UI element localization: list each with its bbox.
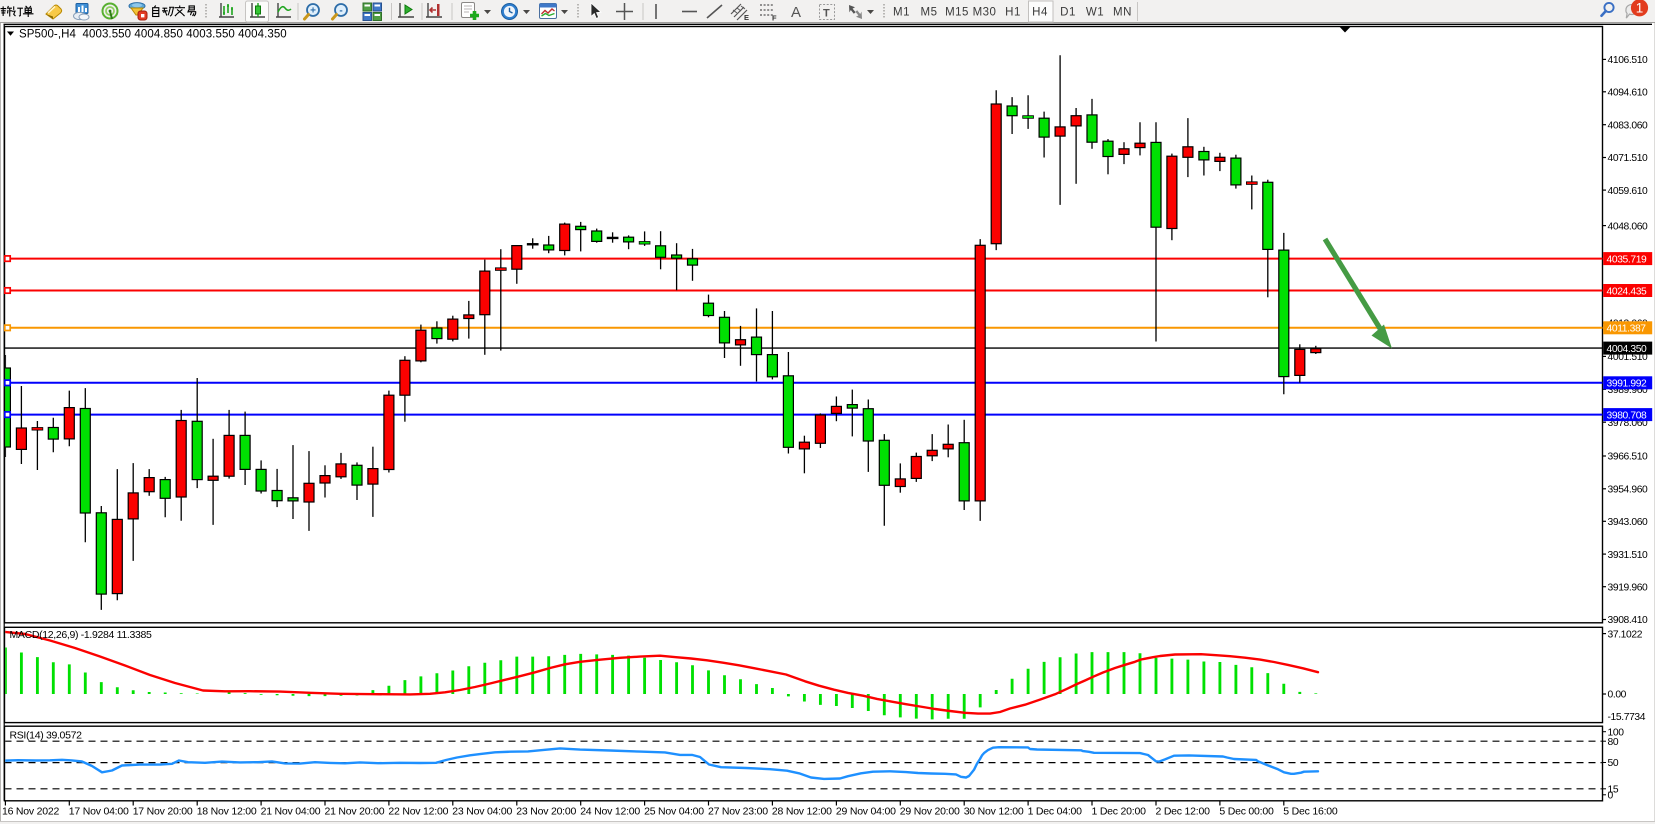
svg-text:5 Dec 00:00: 5 Dec 00:00 xyxy=(1219,805,1274,817)
svg-text:17 Nov 04:00: 17 Nov 04:00 xyxy=(69,805,129,817)
svg-text:4024.435: 4024.435 xyxy=(1607,286,1648,297)
svg-text:3978.060: 3978.060 xyxy=(1608,418,1649,429)
svg-text:28 Nov 12:00: 28 Nov 12:00 xyxy=(772,805,832,817)
svg-text:M5: M5 xyxy=(921,7,938,19)
svg-text:15: 15 xyxy=(1608,785,1619,796)
svg-text:27 Nov 23:00: 27 Nov 23:00 xyxy=(708,805,768,817)
svg-text:M30: M30 xyxy=(973,7,997,19)
svg-text:0.00: 0.00 xyxy=(1608,690,1627,701)
svg-text:3980.708: 3980.708 xyxy=(1607,411,1648,422)
svg-text:W1: W1 xyxy=(1086,7,1104,19)
svg-text:4106.510: 4106.510 xyxy=(1608,55,1649,66)
svg-text:4004.350: 4004.350 xyxy=(1607,344,1648,355)
svg-text:4059.610: 4059.610 xyxy=(1608,186,1649,197)
svg-text:25 Nov 04:00: 25 Nov 04:00 xyxy=(644,805,704,817)
svg-text:3991.992: 3991.992 xyxy=(1607,379,1648,390)
svg-text:24 Nov 12:00: 24 Nov 12:00 xyxy=(580,805,640,817)
svg-text:18 Nov 12:00: 18 Nov 12:00 xyxy=(197,805,257,817)
svg-text:4001.510: 4001.510 xyxy=(1608,352,1649,363)
svg-text:3919.960: 3919.960 xyxy=(1608,582,1649,593)
svg-text:21 Nov 20:00: 21 Nov 20:00 xyxy=(325,805,385,817)
svg-text:1 Dec 04:00: 1 Dec 04:00 xyxy=(1028,805,1083,817)
svg-text:4048.060: 4048.060 xyxy=(1608,221,1649,232)
svg-text:RSI(14) 39.0572: RSI(14) 39.0572 xyxy=(10,730,83,742)
svg-text:-: - xyxy=(339,6,342,17)
svg-text:30 Nov 12:00: 30 Nov 12:00 xyxy=(964,805,1024,817)
svg-text:3966.510: 3966.510 xyxy=(1608,452,1649,463)
svg-text:D1: D1 xyxy=(1060,7,1076,19)
svg-text:T: T xyxy=(823,8,830,20)
svg-text:-15.7734: -15.7734 xyxy=(1608,712,1646,723)
svg-text:3954.960: 3954.960 xyxy=(1608,485,1649,496)
svg-text:4011.387: 4011.387 xyxy=(1607,324,1647,335)
svg-text:1 Dec 20:00: 1 Dec 20:00 xyxy=(1092,805,1147,817)
svg-text:MACD(12,26,9) -1.9284 11.3385: MACD(12,26,9) -1.9284 11.3385 xyxy=(10,629,152,641)
svg-text:3908.410: 3908.410 xyxy=(1608,615,1649,626)
svg-text:4083.060: 4083.060 xyxy=(1608,120,1649,131)
svg-text:16 Nov 2022: 16 Nov 2022 xyxy=(2,805,60,817)
svg-text:29 Nov 04:00: 29 Nov 04:00 xyxy=(836,805,896,817)
svg-text:22 Nov 12:00: 22 Nov 12:00 xyxy=(388,805,448,817)
svg-text:23 Nov 20:00: 23 Nov 20:00 xyxy=(516,805,576,817)
svg-text:M1: M1 xyxy=(893,7,910,19)
svg-text:0: 0 xyxy=(1608,791,1614,802)
svg-text:+: + xyxy=(310,6,316,17)
svg-text:17 Nov 20:00: 17 Nov 20:00 xyxy=(133,805,193,817)
svg-text:3931.510: 3931.510 xyxy=(1608,550,1649,561)
svg-text:3943.060: 3943.060 xyxy=(1608,517,1649,528)
svg-text:1: 1 xyxy=(1636,1,1644,16)
svg-text:SP500-,H4 4003.550 4004.850 4: SP500-,H4 4003.550 4004.850 4003.550 400… xyxy=(19,29,287,41)
svg-text:37.1022: 37.1022 xyxy=(1608,629,1643,640)
svg-text:F: F xyxy=(772,14,777,23)
svg-text:21 Nov 04:00: 21 Nov 04:00 xyxy=(261,805,321,817)
svg-text:23 Nov 04:00: 23 Nov 04:00 xyxy=(452,805,512,817)
svg-text:4094.610: 4094.610 xyxy=(1608,88,1649,99)
svg-text:5 Dec 16:00: 5 Dec 16:00 xyxy=(1283,805,1338,817)
svg-text:2 Dec 12:00: 2 Dec 12:00 xyxy=(1156,805,1211,817)
svg-text:E: E xyxy=(744,13,749,22)
svg-text:A: A xyxy=(791,4,801,21)
svg-text:H1: H1 xyxy=(1005,7,1021,19)
svg-text:29 Nov 20:00: 29 Nov 20:00 xyxy=(900,805,960,817)
svg-text:4035.719: 4035.719 xyxy=(1607,255,1648,266)
svg-text:100: 100 xyxy=(1608,727,1625,738)
svg-text:3989.960: 3989.960 xyxy=(1608,385,1649,396)
svg-text:4071.510: 4071.510 xyxy=(1608,153,1649,164)
svg-text:H4: H4 xyxy=(1032,7,1048,19)
svg-text:80: 80 xyxy=(1608,737,1619,748)
svg-text:50: 50 xyxy=(1608,758,1619,769)
svg-text:MN: MN xyxy=(1113,7,1132,19)
svg-text:M15: M15 xyxy=(945,7,969,19)
